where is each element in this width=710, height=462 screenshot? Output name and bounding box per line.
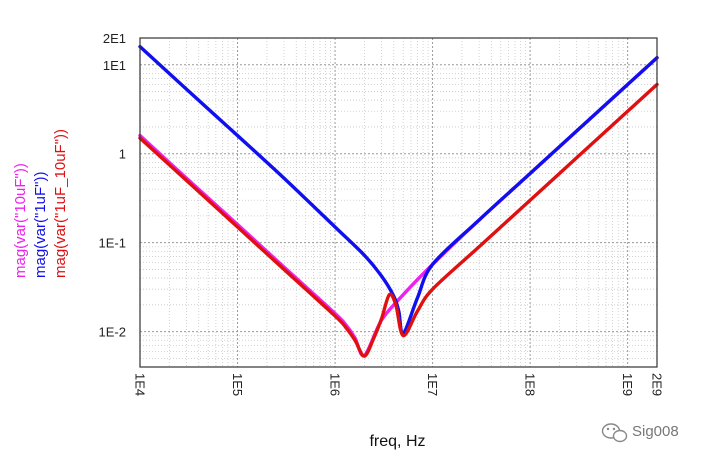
- x-tick-label: 1E5: [230, 373, 245, 396]
- x-tick-label: 1E6: [328, 373, 343, 396]
- plot-border: [139, 37, 658, 368]
- x-axis-label: freq, Hz: [369, 433, 425, 450]
- x-tick-label: 1E7: [425, 373, 440, 396]
- y-tick-label: 1E-2: [99, 325, 126, 340]
- wechat-icon: [601, 423, 628, 443]
- y-tick-labels: 2E1 1E1 1 1E-1 1E-2: [99, 31, 126, 340]
- x-tick-label: 1E9: [620, 373, 635, 396]
- legend-entry-0: mag(var("10uF")): [12, 163, 29, 278]
- legend-entry-2: mag(var("1uF_10uF")): [52, 129, 69, 278]
- x-tick-label: 1E8: [523, 373, 538, 396]
- legend-entry-1: mag(var("1uF")): [32, 172, 49, 279]
- watermark: Sig008: [601, 423, 679, 443]
- series-line-2: [138, 82, 659, 358]
- x-tick-label: 2E9: [650, 373, 665, 396]
- y-tick-label: 2E1: [103, 31, 126, 46]
- minor-gridlines: [140, 38, 657, 367]
- x-tick-labels: 1E4 1E5 1E6 1E7 1E8 1E9 2E9: [133, 373, 665, 396]
- series-layer: [138, 44, 659, 358]
- watermark-text: Sig008: [632, 423, 679, 440]
- y-tick-label: 1E-1: [99, 236, 126, 251]
- plot-frame: [139, 37, 658, 368]
- y-tick-label: 1E1: [103, 58, 126, 73]
- legend: mag(var("10uF")) mag(var("1uF")) mag(var("…: [12, 129, 69, 278]
- y-tick-label: 1: [119, 147, 126, 162]
- x-tick-label: 1E4: [133, 373, 148, 396]
